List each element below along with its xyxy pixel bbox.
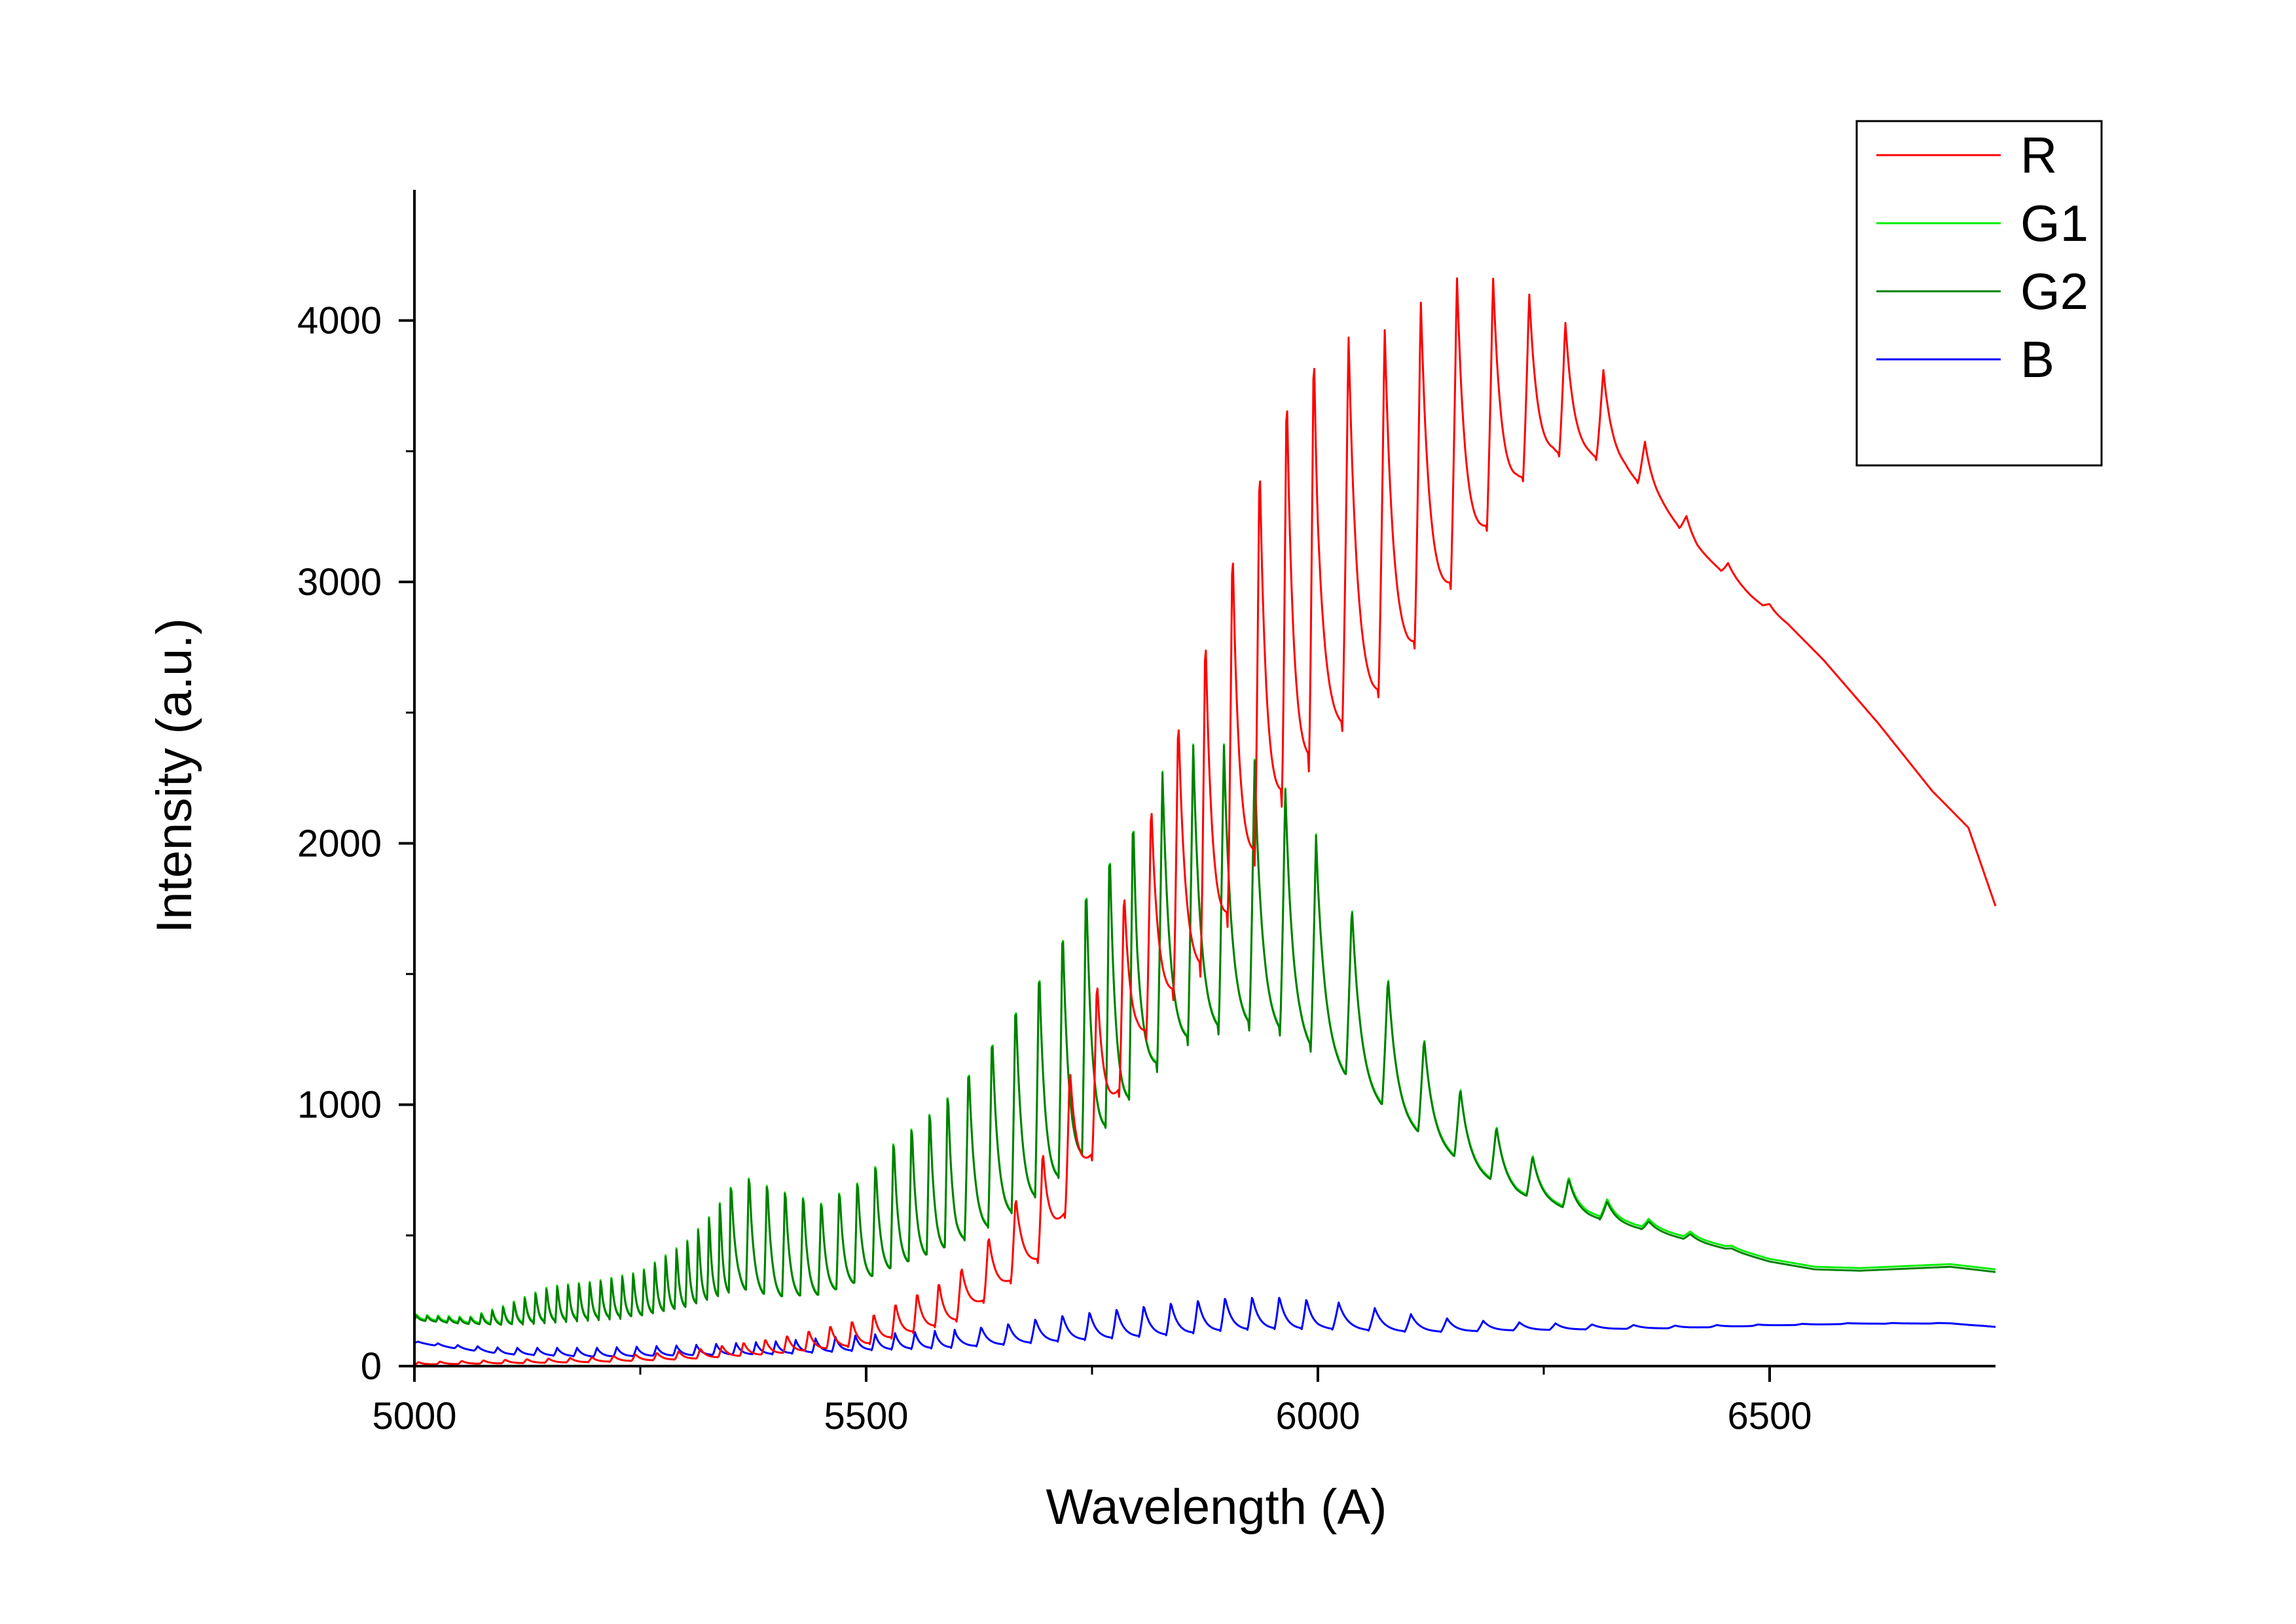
x-tick-label: 6500: [1727, 1395, 1812, 1437]
y-tick-label: 2000: [297, 822, 382, 865]
series-line-b: [414, 1297, 1996, 1358]
legend-box: [1855, 120, 2103, 467]
axes-layer: 5000 5500 6000 6500 0 1000 2000 3000 4000: [297, 190, 1995, 1437]
legend: R G1 G2 B: [1855, 120, 2103, 467]
x-axis-title: Wavelength (A): [1046, 1479, 1387, 1535]
x-tick-label: 6000: [1275, 1395, 1360, 1437]
x-tick-label: 5500: [824, 1395, 908, 1437]
legend-label-r: R: [2020, 126, 2057, 184]
y-tick-label: 0: [361, 1345, 382, 1388]
legend-label-g1: G1: [2020, 194, 2088, 252]
x-tick-label: 5000: [372, 1395, 456, 1437]
y-axis-title: Intensity (a.u.): [147, 618, 202, 933]
series-line-g2: [413, 744, 1996, 1326]
legend-label-b: B: [2020, 331, 2054, 388]
y-tick-label: 3000: [297, 561, 382, 604]
legend-label-g2: G2: [2020, 262, 2088, 320]
series-line-r: [414, 277, 1997, 1366]
series-layer: [413, 277, 1997, 1366]
y-tick-label: 1000: [297, 1084, 382, 1127]
y-tick-label: 4000: [297, 300, 382, 342]
